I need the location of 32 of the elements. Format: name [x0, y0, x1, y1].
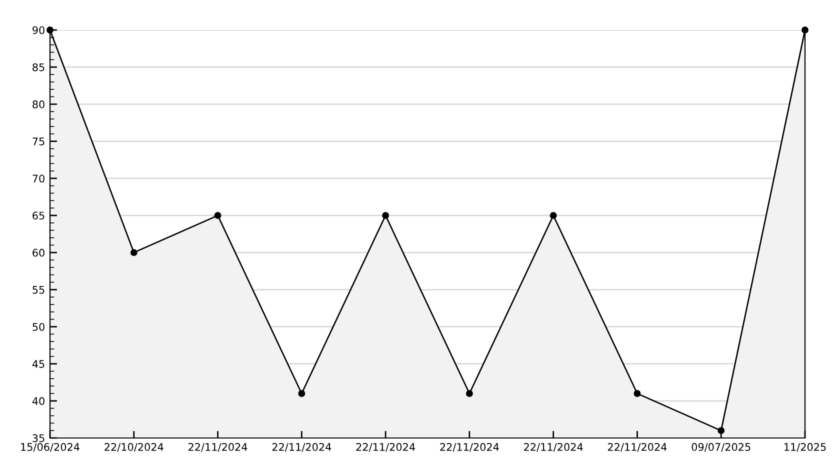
- x-tick-label: 11/2025: [784, 443, 826, 452]
- point: [802, 26, 808, 34]
- point: [298, 390, 306, 397]
- x-tick-label: 15/06/2024: [21, 443, 80, 452]
- y-tick-label: 35: [32, 434, 44, 442]
- y-tick-label: 65: [32, 212, 44, 220]
- point: [718, 427, 725, 434]
- y-tick-label: 55: [32, 286, 44, 294]
- point: [466, 390, 473, 397]
- y-tick-label: 80: [32, 100, 44, 108]
- x-tick-label: 22/11/2024: [440, 443, 499, 452]
- y-tick-label: 85: [32, 63, 44, 72]
- x-tick-label: 22/11/2024: [524, 443, 583, 452]
- y-tick-label: 40: [32, 397, 44, 406]
- x-tick-label: 22/11/2024: [356, 443, 415, 452]
- x-tick-label: 22/11/2024: [272, 443, 332, 452]
- point: [382, 212, 390, 219]
- point: [46, 26, 54, 34]
- x-tick-label: 22/11/2024: [188, 443, 248, 452]
- y-tick-label: 45: [32, 360, 44, 368]
- point: [634, 390, 641, 397]
- x-tick-label: 22/11/2024: [608, 443, 667, 452]
- point: [550, 212, 557, 219]
- point: [214, 212, 222, 219]
- x-tick-label: 22/10/2024: [104, 443, 164, 452]
- y-tick-label: 70: [32, 174, 44, 182]
- y-tick-label: 75: [32, 138, 44, 146]
- y-tick-label: 60: [32, 248, 44, 257]
- y-tick-label: 50: [32, 322, 44, 331]
- y-tick-label: 90: [32, 26, 44, 34]
- point: [130, 249, 138, 256]
- x-tick-label: 09/07/2025: [692, 443, 750, 452]
